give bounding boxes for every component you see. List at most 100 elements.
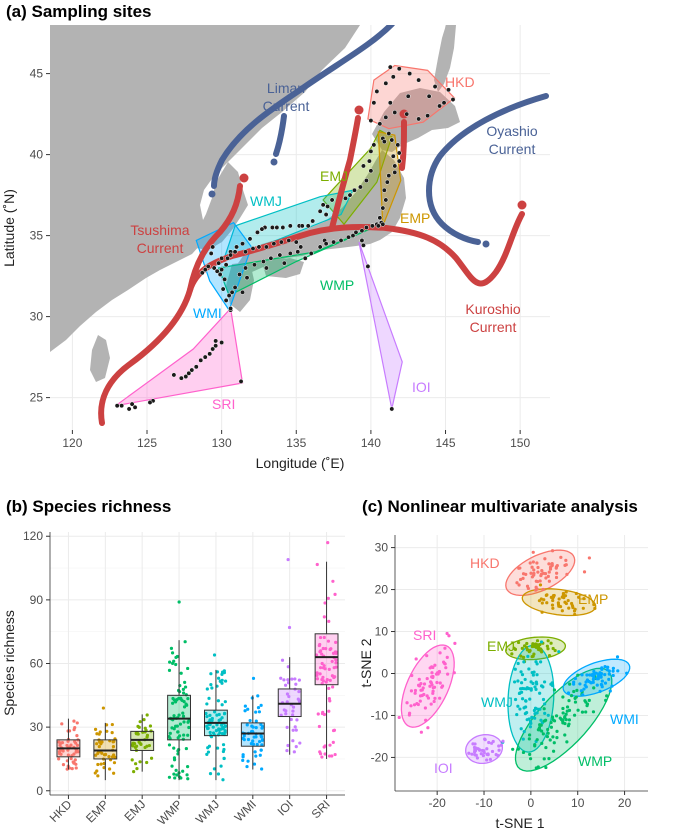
sampling-site-point bbox=[214, 268, 220, 274]
richness-point-wmp bbox=[184, 702, 188, 706]
current-label-tsushima: Current bbox=[137, 240, 184, 256]
richness-point-wmi bbox=[243, 704, 247, 708]
sampling-site-point bbox=[199, 270, 205, 276]
tsne-point-emp bbox=[539, 597, 543, 601]
sampling-site-point bbox=[259, 226, 265, 232]
tsne-point-emp bbox=[551, 598, 555, 603]
tsne-point-wmp bbox=[535, 738, 539, 742]
sampling-site-point bbox=[280, 225, 286, 230]
tsne-y-tick-label: 10 bbox=[375, 625, 389, 639]
boxplot-x-tick-label-wmj: WMJ bbox=[193, 797, 222, 826]
tsne-point-emp bbox=[567, 606, 571, 610]
tsne-point-ioi bbox=[488, 757, 492, 762]
richness-point-emp bbox=[107, 767, 112, 771]
tsne-point-ioi bbox=[485, 752, 489, 757]
sampling-site-point bbox=[213, 338, 219, 344]
tsne-point-emp bbox=[592, 602, 596, 607]
tsne-point-wmp bbox=[542, 707, 546, 711]
tsne-point-emj bbox=[535, 639, 540, 643]
tsne-point-emp bbox=[566, 598, 570, 603]
tsne-point-wmp bbox=[546, 727, 550, 732]
tsne-point-emp bbox=[577, 595, 581, 599]
tsne-point-hkd bbox=[564, 563, 568, 567]
tsne-point-wmp bbox=[561, 706, 565, 711]
tsne-point-wmj bbox=[522, 730, 526, 734]
boxplot-y-tick-label: 0 bbox=[36, 784, 43, 798]
tsne-point-sri bbox=[405, 701, 409, 705]
tsne-point-wmj bbox=[549, 682, 553, 686]
richness-point-wmj bbox=[220, 670, 225, 674]
box-sri bbox=[314, 633, 339, 686]
tsne-point-sri bbox=[424, 718, 428, 722]
tsne-point-emj bbox=[553, 648, 557, 653]
tsne-point-ioi bbox=[481, 753, 485, 758]
tsne-point-sri bbox=[426, 726, 430, 730]
boxplot-x-tick-label-emp: EMP bbox=[83, 797, 111, 825]
tsne-point-sri bbox=[442, 660, 446, 664]
tsne-point-hkd bbox=[519, 577, 523, 582]
tsne-point-sri bbox=[440, 685, 444, 689]
richness-point-hkd bbox=[57, 750, 62, 754]
richness-point-hkd bbox=[57, 757, 61, 761]
richness-point-sri bbox=[326, 596, 330, 600]
sampling-site-point bbox=[281, 260, 287, 266]
boxplot-x-tick-label-sri: SRI bbox=[309, 797, 333, 821]
sampling-site-point bbox=[293, 239, 299, 245]
richness-point-sri bbox=[327, 709, 331, 713]
tsne-point-hkd bbox=[539, 572, 544, 576]
richness-outlier-ioi bbox=[287, 625, 292, 630]
tsne-point-emp bbox=[581, 606, 585, 610]
tsugaru-branch-arrow bbox=[329, 115, 361, 231]
sampling-site-point bbox=[213, 343, 219, 349]
richness-point-wmi bbox=[251, 739, 255, 743]
richness-outlier-sri bbox=[326, 541, 330, 545]
richness-point-emj bbox=[132, 770, 136, 774]
sampling-site-point bbox=[114, 403, 120, 409]
tsne-point-sri bbox=[431, 686, 435, 690]
tsne-point-hkd bbox=[531, 560, 535, 564]
richness-point-sri bbox=[324, 680, 328, 684]
richness-point-emj bbox=[149, 756, 154, 760]
tsne-point-sri bbox=[414, 657, 418, 661]
tsne-point-wmj bbox=[528, 725, 533, 729]
sampling-site-point bbox=[357, 184, 363, 190]
sampling-site-point bbox=[210, 244, 216, 250]
tsne-point-hkd bbox=[582, 570, 587, 574]
tsne-point-wmj bbox=[533, 716, 537, 720]
richness-point-hkd bbox=[72, 752, 76, 756]
liman-current-arrow-head bbox=[208, 190, 216, 198]
tsne-point-wmj bbox=[523, 712, 527, 716]
sampling-site-point bbox=[404, 111, 410, 117]
tsne-point-wmi bbox=[581, 693, 585, 697]
richness-point-emj bbox=[147, 743, 151, 748]
tsne-point-wmp bbox=[551, 749, 556, 753]
sampling-site-point bbox=[260, 259, 266, 264]
tsne-point-wmp bbox=[551, 718, 555, 722]
tsne-point-emj bbox=[545, 644, 549, 648]
richness-point-wmp bbox=[180, 698, 184, 703]
tsne-point-hkd bbox=[517, 583, 521, 587]
richness-point-sri bbox=[322, 635, 326, 640]
richness-point-wmp bbox=[170, 651, 175, 655]
richness-point-wmp bbox=[174, 655, 178, 660]
richness-point-wmp bbox=[167, 668, 172, 672]
kuroshio-current-arrow bbox=[98, 211, 525, 426]
sampling-site-point bbox=[350, 233, 356, 239]
tsne-point-wmj bbox=[513, 697, 518, 702]
richness-point-hkd bbox=[76, 750, 80, 754]
panel-c-title: (c) Nonlinear multivariate analysis bbox=[362, 497, 638, 516]
tsne-point-sri bbox=[444, 666, 448, 670]
map-y-tick-label: 25 bbox=[30, 391, 44, 405]
richness-point-emj bbox=[142, 718, 146, 722]
tsne-label-hkd: HKD bbox=[470, 555, 500, 571]
richness-point-hkd bbox=[61, 749, 65, 753]
richness-point-wmj bbox=[223, 724, 228, 728]
tsne-point-wmj bbox=[535, 711, 539, 715]
box-emj bbox=[130, 730, 155, 751]
sampling-site-point bbox=[119, 403, 125, 409]
richness-point-ioi bbox=[292, 750, 296, 754]
tsne-point-ioi bbox=[501, 739, 505, 743]
richness-point-ioi bbox=[286, 743, 290, 748]
sampling-site-point bbox=[381, 187, 387, 193]
tsne-point-wmp bbox=[591, 710, 596, 714]
